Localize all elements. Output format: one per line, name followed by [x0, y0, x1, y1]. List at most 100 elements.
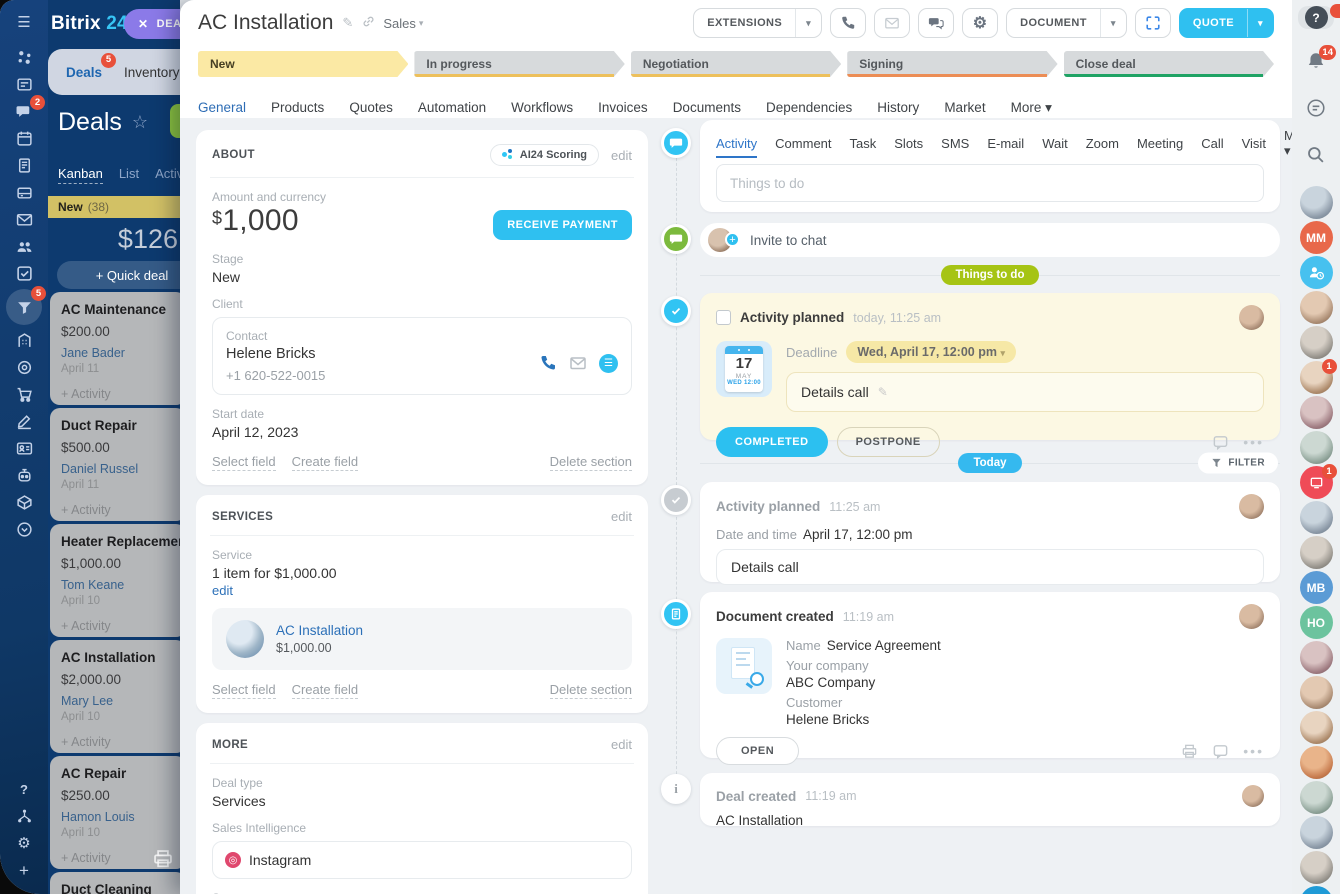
- user-avatar[interactable]: [1299, 781, 1333, 814]
- receive-payment-button[interactable]: RECEIVE PAYMENT: [493, 210, 632, 240]
- drive-icon[interactable]: [7, 179, 41, 206]
- about-edit-link[interactable]: edit: [611, 147, 632, 163]
- service-edit-link[interactable]: edit: [212, 583, 233, 598]
- user-avatar[interactable]: [1299, 641, 1333, 674]
- close-icon[interactable]: ✕: [138, 17, 149, 31]
- more-chevron-icon[interactable]: [7, 516, 41, 543]
- add-plus-icon[interactable]: +: [19, 861, 29, 880]
- tab-comment[interactable]: Comment: [775, 135, 832, 151]
- email-button[interactable]: [874, 8, 911, 38]
- printer-icon[interactable]: [1181, 743, 1198, 760]
- sales-icon[interactable]: [7, 381, 41, 408]
- deal-card[interactable]: AC Repair $250.00 Hamon Louis April 10 +…: [50, 756, 180, 869]
- chat-button[interactable]: [918, 8, 955, 38]
- marketing-icon[interactable]: [7, 354, 41, 381]
- edit-pencil-icon[interactable]: ✎: [342, 15, 354, 30]
- sign-icon[interactable]: [7, 408, 41, 435]
- tab-dependencies[interactable]: Dependencies: [765, 100, 853, 115]
- add-activity-link[interactable]: + Activity: [61, 735, 111, 749]
- invite-to-chat-row[interactable]: + Invite to chat: [700, 223, 1280, 257]
- user-avatar[interactable]: 1: [1299, 359, 1337, 394]
- tab-task[interactable]: Task: [849, 135, 877, 151]
- user-avatar[interactable]: [1299, 431, 1333, 464]
- contact-email-icon[interactable]: [569, 354, 587, 372]
- document-thumbnail[interactable]: [716, 638, 772, 694]
- user-avatar[interactable]: [1299, 501, 1333, 534]
- deal-contact-link[interactable]: Tom Keane: [61, 578, 125, 592]
- tab-history[interactable]: History: [877, 100, 920, 115]
- call-button[interactable]: [830, 8, 867, 38]
- user-avatar[interactable]: [1299, 291, 1333, 324]
- activity-checkbox[interactable]: [716, 310, 731, 325]
- sales-intelligence-field[interactable]: ◎ Instagram: [212, 841, 632, 879]
- tab-activity[interactable]: Activity: [716, 128, 758, 158]
- comment-icon[interactable]: [1212, 743, 1229, 760]
- tab-quotes[interactable]: Quotes: [349, 100, 393, 115]
- deal-type-value[interactable]: Services: [212, 793, 266, 809]
- settings-gear-button[interactable]: ⚙: [962, 8, 999, 38]
- notifications-bell-icon[interactable]: 14: [1306, 45, 1336, 76]
- avatar[interactable]: [1242, 785, 1264, 807]
- add-activity-link[interactable]: + Activity: [61, 851, 111, 865]
- tab-visit[interactable]: Visit: [1241, 135, 1266, 151]
- tab-documents[interactable]: Documents: [672, 100, 741, 115]
- expand-fullscreen-button[interactable]: [1134, 8, 1171, 38]
- contact-call-icon[interactable]: [539, 354, 557, 372]
- filter-button[interactable]: FILTER: [1198, 452, 1278, 474]
- user-avatar[interactable]: [1299, 816, 1333, 849]
- deal-contact-link[interactable]: Mary Lee: [61, 694, 114, 708]
- tab-market[interactable]: Market: [944, 100, 986, 115]
- tab-deals[interactable]: Deals 5: [66, 52, 117, 80]
- more-edit-link[interactable]: edit: [611, 737, 632, 752]
- deal-card[interactable]: AC Installation $2,000.00 Mary Lee April…: [50, 640, 180, 753]
- feed-icon[interactable]: [7, 71, 41, 98]
- comment-icon[interactable]: [1212, 434, 1229, 451]
- mail-icon[interactable]: [7, 206, 41, 233]
- postpone-button[interactable]: POSTPONE: [836, 427, 940, 457]
- user-avatar-initials[interactable]: HO: [1299, 606, 1333, 639]
- stage-negotiation[interactable]: Negotiation: [631, 51, 841, 77]
- completed-button[interactable]: COMPLETED: [716, 427, 828, 457]
- task-subject-field[interactable]: Details call: [716, 549, 1264, 585]
- pipeline-breadcrumb[interactable]: Sales: [383, 15, 416, 31]
- start-date-value[interactable]: April 12, 2023: [212, 424, 299, 440]
- user-avatar[interactable]: [1299, 326, 1333, 359]
- tab-invoices[interactable]: Invoices: [598, 100, 648, 115]
- copy-link-icon[interactable]: [362, 15, 375, 31]
- extensions-button[interactable]: EXTENSIONS ▾: [693, 8, 823, 38]
- add-activity-link[interactable]: + Activity: [61, 503, 111, 517]
- deal-card[interactable]: AC Maintenance $200.00 Jane Bader April …: [50, 292, 180, 405]
- things-to-do-input[interactable]: [716, 164, 1264, 202]
- select-field-link[interactable]: Select field: [212, 682, 276, 699]
- tab-zoom[interactable]: Zoom: [1085, 135, 1119, 151]
- document-dropdown-arrow[interactable]: ▾: [1099, 9, 1126, 37]
- structure-icon[interactable]: [7, 803, 41, 830]
- tab-more[interactable]: More ▾: [1010, 99, 1052, 115]
- open-document-button[interactable]: OPEN: [716, 737, 800, 765]
- printer-icon[interactable]: [152, 848, 174, 875]
- tab-products[interactable]: Products: [271, 100, 325, 115]
- favorite-star-icon[interactable]: ☆: [131, 112, 149, 132]
- user-avatar[interactable]: [1299, 851, 1333, 884]
- tab-wait[interactable]: Wait: [1042, 135, 1068, 151]
- tab-email[interactable]: E-mail: [987, 135, 1025, 151]
- contact-phone[interactable]: +1 620-522-0015: [226, 368, 326, 383]
- tab-slots[interactable]: Slots: [894, 135, 924, 151]
- avatar[interactable]: [1239, 494, 1264, 519]
- user-avatar[interactable]: [1299, 676, 1333, 709]
- contact-name[interactable]: Helene Bricks: [226, 346, 316, 362]
- bird-avatar[interactable]: [1299, 886, 1333, 894]
- search-icon[interactable]: [1306, 145, 1326, 170]
- add-activity-link[interactable]: + Activity: [61, 387, 111, 401]
- market-icon[interactable]: [7, 489, 41, 516]
- crm-icon[interactable]: 5: [6, 286, 46, 325]
- support-chat-icon[interactable]: [1306, 98, 1326, 123]
- settings-gear-icon[interactable]: ⚙: [17, 835, 31, 852]
- create-field-link[interactable]: Create field: [291, 454, 359, 471]
- more-actions-icon[interactable]: •••: [1243, 434, 1264, 450]
- company-icon[interactable]: [7, 327, 41, 354]
- stage-value[interactable]: New: [212, 269, 241, 285]
- quote-button[interactable]: QUOTE ▾: [1178, 8, 1274, 38]
- user-avatar[interactable]: [1299, 746, 1333, 779]
- waiting-users-icon[interactable]: [1299, 256, 1333, 289]
